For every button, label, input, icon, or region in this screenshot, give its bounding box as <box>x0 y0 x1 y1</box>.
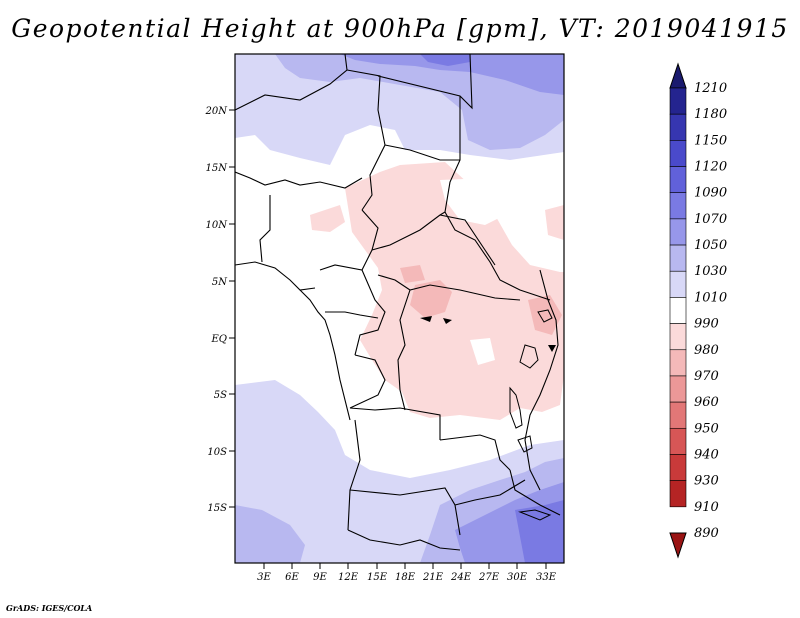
lon-label: 9E <box>313 572 327 583</box>
colorbar-swatch <box>669 218 687 246</box>
colorbar: 1210 1180 1150 1120 1090 1070 1050 1030 1010 990 9… <box>669 62 727 559</box>
lon-label: 30E <box>507 572 528 583</box>
latitude-labels: 20N 15N 10N 5N EQ 5S 10S 15S <box>205 106 235 514</box>
lat-label: 10N <box>206 220 229 231</box>
colorbar-swatch <box>669 113 687 141</box>
colorbar-swatch <box>669 244 687 272</box>
lon-label: 6E <box>285 572 299 583</box>
colorbar-label: 1120 <box>694 160 727 175</box>
lat-label: 5S <box>214 390 227 401</box>
lat-label: EQ <box>211 334 228 345</box>
colorbar-label: 960 <box>694 395 719 410</box>
colorbar-swatch <box>669 140 687 167</box>
lon-label: 12E <box>338 572 359 583</box>
map-title: Geopotential Height at 900hPa [gpm], VT:… <box>11 14 789 43</box>
grads-credit: GrADS: IGES/COLA <box>6 603 93 613</box>
colorbar-swatch <box>669 297 687 324</box>
colorbar-label: 990 <box>694 317 719 332</box>
lon-label: 15E <box>367 572 388 583</box>
lat-label: 5N <box>212 277 228 288</box>
lat-label: 10S <box>207 447 227 458</box>
colorbar-label: 1010 <box>694 290 727 305</box>
colorbar-swatch <box>669 192 687 220</box>
colorbar-swatch <box>669 454 687 481</box>
lat-label: 20N <box>205 106 229 117</box>
colorbar-swatch <box>669 166 687 194</box>
colorbar-label: 1070 <box>694 212 727 227</box>
lat-label: 15S <box>207 503 227 514</box>
lon-label: 27E <box>478 572 500 583</box>
colorbar-label: 970 <box>694 369 719 384</box>
field-970-980 <box>400 265 562 335</box>
colorbar-label: 1150 <box>694 133 727 148</box>
lon-label: 18E <box>395 572 416 583</box>
colorbar-swatch <box>669 480 687 508</box>
lon-label: 3E <box>257 572 271 583</box>
colorbar-label: 1180 <box>694 107 727 122</box>
lat-label: 15N <box>206 163 229 174</box>
field-1070-1090 <box>420 54 564 563</box>
colorbar-swatch <box>669 87 687 115</box>
colorbar-label: 950 <box>694 421 719 436</box>
colorbar-label: 1030 <box>694 264 727 279</box>
colorbar-swatch <box>669 427 687 455</box>
colorbar-label: 980 <box>694 343 719 358</box>
lake-fills <box>420 316 556 352</box>
colorbar-swatch <box>669 323 687 351</box>
colorbar-label: 1210 <box>694 81 727 96</box>
colorbar-label: 890 <box>694 526 719 541</box>
colorbar-label: 1050 <box>694 238 727 253</box>
lakes <box>509 309 553 521</box>
map-frame <box>234 53 565 564</box>
colorbar-bottom-arrow <box>669 532 687 559</box>
colorbar-swatch <box>669 375 687 403</box>
colorbar-label: 1090 <box>694 186 727 201</box>
colorbar-label: 910 <box>694 500 719 515</box>
colorbar-label: 930 <box>694 474 719 489</box>
colorbar-swatch <box>669 349 687 377</box>
colorbar-top-arrow <box>669 62 687 89</box>
colorbar-swatch <box>669 270 687 298</box>
colorbar-label: 940 <box>694 447 719 462</box>
lon-label: 33E <box>536 572 557 583</box>
colorbar-swatch <box>669 401 687 429</box>
lon-label: 24E <box>450 572 472 583</box>
lon-label: 21E <box>422 572 444 583</box>
country-boundaries <box>235 54 561 551</box>
longitude-labels: 3E 6E 9E 12E 15E 18E 21E 24E 27E 30E 33E <box>257 563 557 583</box>
